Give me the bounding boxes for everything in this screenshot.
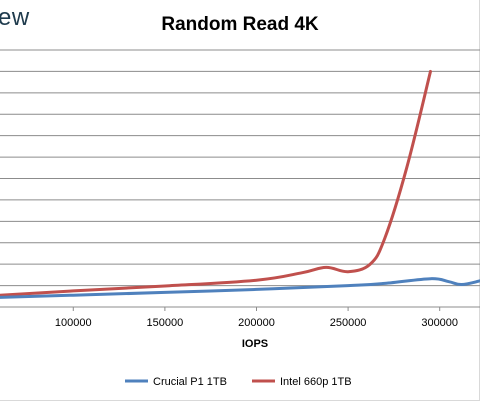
series-line-1 <box>0 69 432 297</box>
legend: Crucial P1 1TB Intel 660p 1TB <box>125 376 352 388</box>
x-axis-ticks: 100000 150000 200000 250000 300000 <box>55 307 458 329</box>
x-tick-label-1: 150000 <box>147 317 184 329</box>
x-tick-label-0: 100000 <box>55 317 92 329</box>
legend-label-0: Crucial P1 1TB <box>153 376 227 388</box>
series-lines <box>0 69 480 299</box>
chart-title: Random Read 4K <box>0 14 480 36</box>
series-line-0 <box>0 277 480 299</box>
x-tick-label-3: 250000 <box>330 317 367 329</box>
x-axis-title: IOPS <box>242 338 268 350</box>
logo-fragment: ew <box>0 4 30 31</box>
legend-label-1: Intel 660p 1TB <box>280 376 352 388</box>
x-tick-label-2: 200000 <box>238 317 275 329</box>
chart-title-text: Random Read 4K <box>161 14 319 35</box>
x-tick-label-4: 300000 <box>421 317 458 329</box>
grid-lines <box>0 49 480 308</box>
